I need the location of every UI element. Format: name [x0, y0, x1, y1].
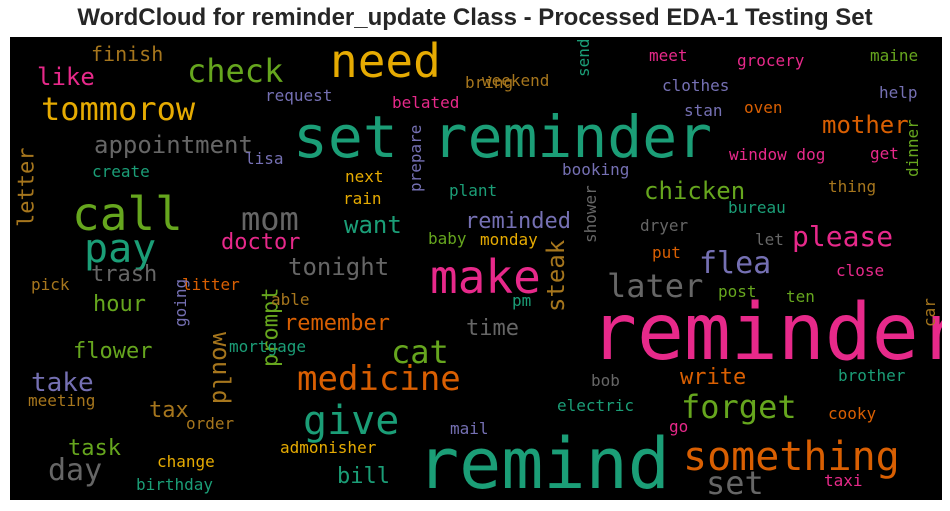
word-would: would [207, 332, 235, 404]
word-let: let [755, 230, 784, 249]
word-like: like [37, 63, 95, 91]
word-something: something [683, 434, 900, 480]
word-weekend: weekend [482, 71, 549, 90]
word-shower: shower [581, 185, 600, 243]
word-post: post [718, 282, 757, 301]
word-cooky: cooky [828, 404, 877, 423]
word-write: write [680, 365, 746, 390]
word-next: next [345, 167, 384, 186]
chart-title: WordCloud for reminder_update Class - Pr… [77, 4, 873, 31]
word-rain: rain [343, 189, 382, 208]
word-ten: ten [786, 287, 815, 306]
word-bill: bill [337, 464, 390, 489]
word-maine: maine [870, 46, 918, 65]
word-create: create [92, 162, 150, 181]
word-remember: remember [284, 311, 390, 336]
word-belated: belated [392, 93, 459, 112]
word-bureau: bureau [728, 198, 786, 217]
word-forget: forget [681, 388, 797, 426]
word-want: want [344, 211, 402, 239]
word-help: help [879, 83, 918, 102]
word-change: change [157, 452, 215, 471]
word-electric: electric [557, 396, 634, 415]
word-booking: booking [562, 160, 629, 179]
word-appointment: appointment [94, 131, 253, 159]
word-mail: mail [450, 419, 489, 438]
word-order: order [186, 414, 235, 433]
word-monday: monday [480, 230, 538, 249]
word-oven: oven [744, 98, 783, 117]
word-chicken: chicken [644, 177, 745, 205]
word-taxi: taxi [824, 471, 863, 490]
word-cat: cat [391, 333, 449, 371]
word-later: later [607, 267, 703, 305]
word-prepare: prepare [406, 125, 425, 192]
wordcloud-svg: reminder remind set reminder make call need pa… [15, 37, 942, 500]
word-mother: mother [822, 111, 909, 139]
word-letter: letter [15, 148, 40, 227]
word-dryer: dryer [640, 216, 689, 235]
word-plant: plant [449, 181, 497, 200]
word-trash: trash [91, 262, 157, 287]
word-brother: brother [838, 366, 906, 385]
word-make: make [430, 250, 541, 304]
word-clothes: clothes [662, 76, 729, 95]
word-steak: steak [542, 239, 570, 312]
word-bob: bob [591, 371, 620, 390]
word-check: check [187, 52, 283, 90]
word-need: need [330, 37, 441, 88]
word-window-dog: window dog [729, 145, 825, 164]
word-stan: stan [684, 101, 723, 120]
word-request: request [265, 86, 332, 105]
word-get: get [870, 144, 899, 163]
word-take: take [31, 368, 94, 398]
wordcloud-canvas: reminder remind set reminder make call need pa… [10, 37, 942, 500]
word-medicine: medicine [297, 359, 461, 399]
word-set: set [706, 464, 764, 500]
word-dinner: dinner [903, 119, 922, 177]
word-reminded: reminded [465, 209, 571, 234]
word-mortgage: mortgage [229, 337, 306, 356]
word-going: going [171, 279, 190, 327]
word-go: go [669, 417, 688, 436]
word-doctor: doctor [221, 230, 300, 255]
word-mom: mom [241, 200, 299, 238]
word-flower: flower [73, 339, 152, 364]
word-litter: litter [182, 275, 240, 294]
word-birthday: birthday [136, 475, 213, 494]
word-able: able [271, 290, 310, 309]
word-meeting: meeting [28, 391, 95, 410]
word-hour: hour [93, 292, 146, 317]
word-close: close [836, 261, 884, 280]
word-put: put [652, 243, 681, 262]
word-baby: baby [428, 229, 467, 248]
word-pm: pm [512, 291, 531, 310]
word-tax: tax [149, 398, 189, 423]
word-send: send [574, 38, 593, 77]
word-reminder: reminder [590, 288, 942, 378]
word-grocery: grocery [737, 51, 805, 70]
word-tonight: tonight [288, 253, 389, 281]
word-call: call [72, 187, 183, 241]
word-admonisher: admonisher [280, 438, 377, 457]
word-thing: thing [828, 177, 876, 196]
word-remind: remind [417, 423, 670, 500]
word-give: give [303, 398, 399, 444]
word-time: time [466, 316, 519, 341]
word-pay: pay [84, 226, 156, 272]
word-flea: flea [699, 246, 771, 281]
word-please: please [792, 220, 893, 253]
word-prompt: prompt [259, 288, 284, 367]
word-pick: pick [31, 275, 70, 294]
word-car: car [920, 298, 939, 327]
word-bring: bring [465, 73, 513, 92]
word-task: task [68, 436, 121, 461]
word-finish: finish [91, 42, 163, 66]
word-lisa: lisa [245, 149, 284, 168]
word-day: day [48, 453, 102, 488]
word-set-reminder: set reminder [293, 103, 712, 171]
word-meet: meet [649, 46, 688, 65]
word-tommorow: tommorow [41, 90, 196, 128]
